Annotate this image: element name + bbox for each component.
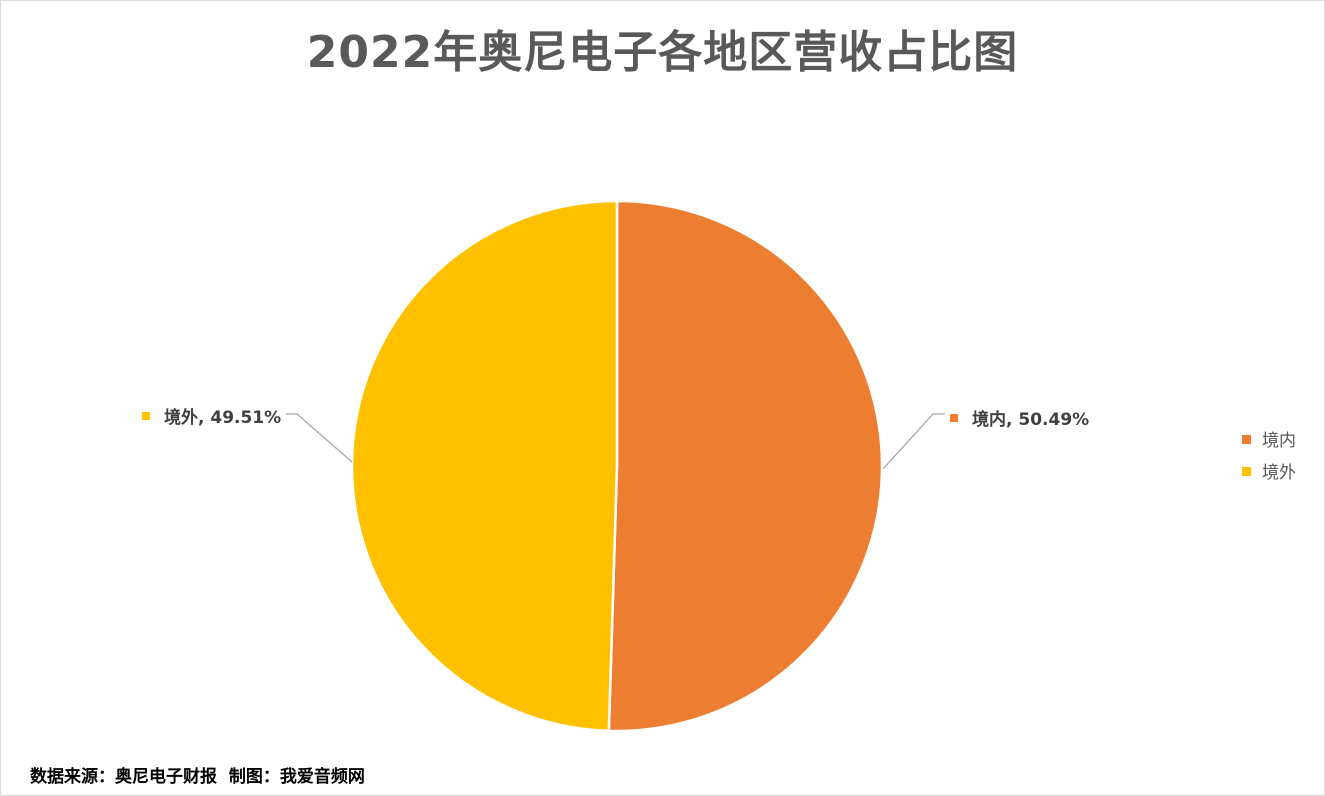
- leader-line-inner: [882, 413, 945, 470]
- legend-label: 境外: [1262, 463, 1296, 483]
- pie-slice-outer[interactable]: [350, 199, 619, 733]
- legend-label: 境内: [1262, 431, 1296, 451]
- pie-slice-inner[interactable]: [607, 199, 884, 733]
- legend-item-inner[interactable]: 境内: [1242, 430, 1296, 462]
- data-label-outer-text: 境外, 49.51%: [164, 408, 282, 428]
- legend: 境内 境外: [1242, 430, 1296, 494]
- legend-swatch-icon: [1242, 434, 1251, 444]
- outer-swatch-icon: [142, 412, 150, 420]
- data-label-inner: 境内, 50.49%: [950, 405, 1089, 430]
- source-note: 数据来源：奥尼电子财报 制图：我爱音频网: [30, 767, 365, 787]
- data-label-outer: 境外, 49.51%: [142, 403, 281, 428]
- legend-swatch-icon: [1242, 466, 1251, 476]
- inner-swatch-icon: [950, 414, 958, 422]
- chart-title: 2022年奥尼电子各地区营收占比图: [306, 27, 1019, 78]
- legend-item-outer[interactable]: 境外: [1242, 462, 1296, 494]
- data-label-inner-text: 境内, 50.49%: [972, 410, 1090, 430]
- leader-line-outer: [286, 413, 353, 463]
